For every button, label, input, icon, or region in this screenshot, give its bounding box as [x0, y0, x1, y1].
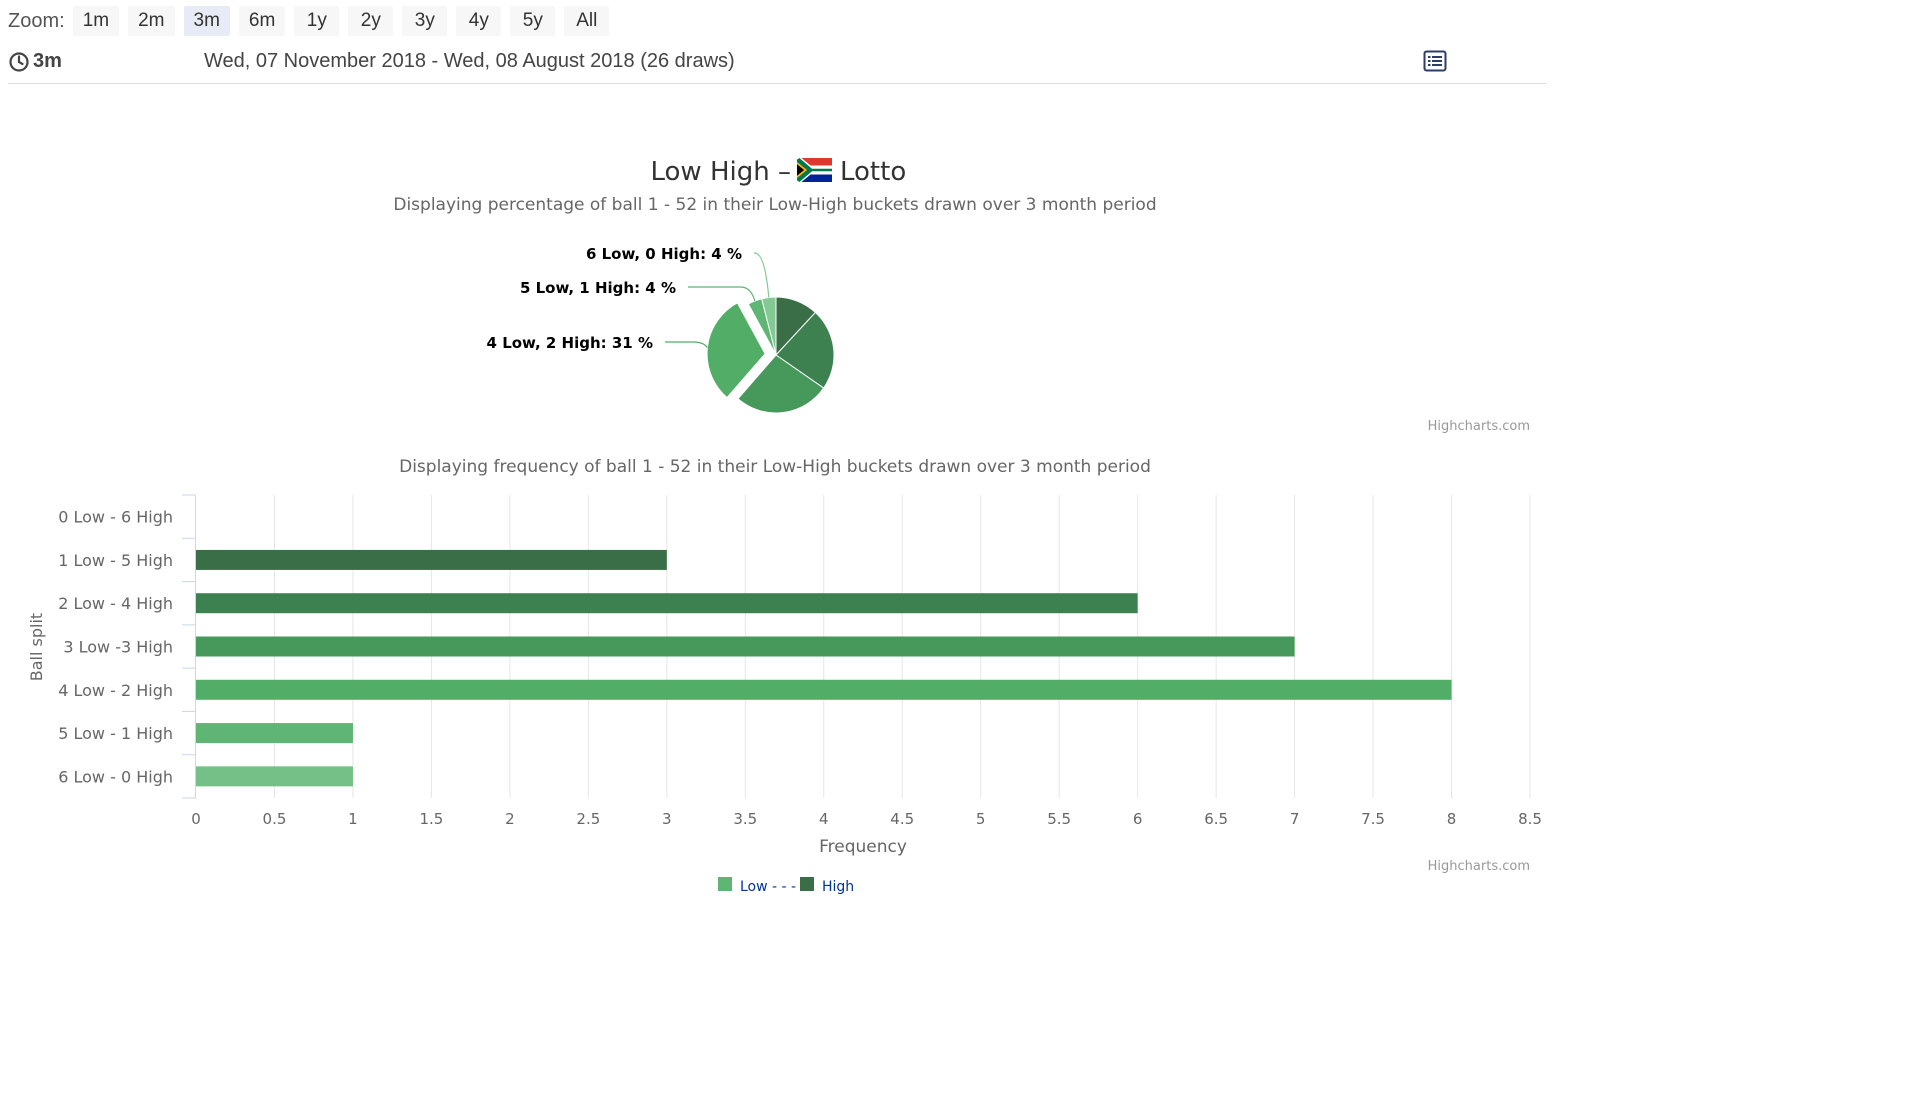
y-category-label: 2 Low - 4 High: [58, 594, 173, 613]
x-tick-label: 4.5: [890, 810, 914, 828]
pie-chart: Low High – Lotto Displaying percentage o…: [393, 157, 1530, 434]
x-tick-label: 4: [819, 810, 829, 828]
bar[interactable]: [196, 593, 1138, 614]
pie-slices: [706, 296, 835, 414]
bar-tick-labels: 0 0.5 1 1.5 2 2.5 3 3.5 4 4.5 5 5.5 6 6.5 7 7.5 8 8.5: [191, 810, 1542, 828]
bar[interactable]: [196, 766, 353, 787]
x-tick-label: 3.5: [733, 810, 757, 828]
pie-data-label: 4 Low, 2 High: 31 %: [487, 334, 653, 352]
x-tick-label: 6.5: [1204, 810, 1228, 828]
y-category-label: 3 Low -3 High: [63, 638, 173, 657]
x-tick-label: 0.5: [263, 810, 287, 828]
bar[interactable]: [196, 636, 1295, 657]
bar-chart: Displaying frequency of ball 1 - 52 in t…: [27, 457, 1542, 895]
zoom-button-2m[interactable]: 2m: [128, 6, 175, 36]
x-tick-label: 3: [662, 810, 672, 828]
zoom-button-6m[interactable]: 6m: [238, 6, 286, 36]
pie-connector-line: [688, 286, 756, 302]
bar[interactable]: [196, 679, 1452, 700]
zoom-button-1m[interactable]: 1m: [72, 6, 120, 36]
pie-chart-container: Low High – Lotto Displaying percentage o…: [0, 120, 1560, 440]
zoom-button-3y[interactable]: 3y: [402, 6, 448, 36]
x-tick-label: 1: [348, 810, 358, 828]
bar-bars: [196, 549, 1452, 787]
pie-title: Low High – Lotto: [651, 157, 907, 187]
pie-connector-line: [754, 252, 770, 298]
legend-item[interactable]: High: [822, 879, 854, 895]
x-tick-label: 6: [1133, 810, 1143, 828]
zoom-toolbar: Zoom: 1m 2m 3m 6m 1y 2y 3y 4y 5y All: [8, 6, 618, 36]
y-category-label: 1 Low - 5 High: [58, 551, 173, 570]
bar-credits[interactable]: Highcharts.com: [1428, 859, 1530, 874]
pie-slice[interactable]: [775, 311, 835, 389]
zoom-button-4y[interactable]: 4y: [456, 6, 502, 36]
x-tick-label: 2.5: [576, 810, 600, 828]
pie-credits[interactable]: Highcharts.com: [1428, 419, 1530, 434]
pie-data-label: 6 Low, 0 High: 4 %: [586, 245, 742, 263]
legend-item[interactable]: Low - - -: [740, 879, 796, 895]
legend-swatch[interactable]: [718, 877, 732, 891]
pie-slice[interactable]: [737, 354, 825, 414]
bar-category-labels: 0 Low - 6 High 1 Low - 5 High 2 Low - 4 Hi…: [58, 508, 173, 787]
selected-range-label: 3m: [33, 50, 62, 72]
zoom-button-all[interactable]: All: [564, 6, 610, 36]
x-tick-label: 1.5: [419, 810, 443, 828]
bar[interactable]: [196, 549, 667, 570]
south-africa-flag-icon: [797, 158, 832, 182]
pie-title-suffix: Lotto: [840, 157, 906, 187]
bar-legend: Low - - - High: [718, 877, 854, 895]
bar-y-axis-title: Ball split: [27, 613, 46, 681]
zoom-label: Zoom:: [8, 9, 65, 32]
x-tick-label: 7.5: [1361, 810, 1385, 828]
x-tick-label: 7: [1290, 810, 1300, 828]
pie-connector-line: [665, 341, 708, 348]
zoom-button-2y[interactable]: 2y: [348, 6, 394, 36]
y-category-label: 6 Low - 0 High: [58, 767, 173, 786]
y-category-label: 0 Low - 6 High: [58, 508, 173, 527]
x-tick-label: 5.5: [1047, 810, 1071, 828]
pie-subtitle: Displaying percentage of ball 1 - 52 in …: [393, 195, 1156, 215]
zoom-button-3m[interactable]: 3m: [183, 6, 230, 36]
date-range-text: Wed, 07 November 2018 - Wed, 08 August 2…: [204, 50, 735, 72]
legend-swatch[interactable]: [800, 877, 814, 891]
y-category-label: 4 Low - 2 High: [58, 681, 173, 700]
x-tick-label: 0: [191, 810, 201, 828]
bar[interactable]: [196, 723, 353, 744]
x-tick-label: 8.5: [1518, 810, 1542, 828]
bar-x-axis-title: Frequency: [819, 837, 907, 857]
x-tick-label: 5: [976, 810, 986, 828]
bar-chart-container: Displaying frequency of ball 1 - 52 in t…: [0, 440, 1560, 910]
y-category-label: 5 Low - 1 High: [58, 724, 173, 743]
toolbar-divider: [8, 83, 1546, 84]
bar-subtitle: Displaying frequency of ball 1 - 52 in t…: [399, 457, 1151, 477]
pie-labels: 6 Low, 0 High: 4 % 5 Low, 1 High: 4 % 4 Lo…: [487, 245, 770, 352]
list-icon[interactable]: [1423, 50, 1447, 72]
zoom-button-1y[interactable]: 1y: [294, 6, 340, 36]
zoom-button-5y[interactable]: 5y: [510, 6, 556, 36]
pie-slice[interactable]: [706, 302, 766, 399]
pie-data-label: 5 Low, 1 High: 4 %: [520, 279, 676, 297]
x-tick-label: 8: [1447, 810, 1457, 828]
x-tick-label: 2: [505, 810, 515, 828]
clock-icon: [9, 52, 29, 72]
pie-title-prefix: Low High –: [651, 157, 792, 187]
date-range-row: 3m Wed, 07 November 2018 - Wed, 08 Augus…: [8, 48, 1918, 78]
